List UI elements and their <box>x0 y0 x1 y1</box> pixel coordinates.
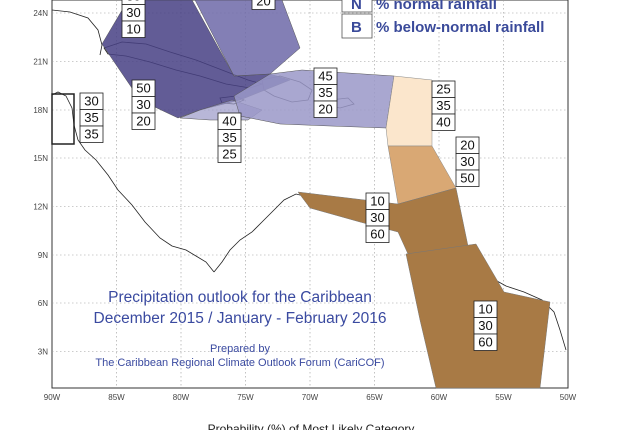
prob-value: 30 <box>370 210 384 225</box>
x-tick-label: 75W <box>237 393 254 402</box>
title-line-2: December 2015 / January - February 2016 <box>94 310 387 327</box>
prob-value: 20 <box>256 0 270 9</box>
x-axis-ticks: 90W 85W 80W 75W 70W 65W 60W 55W 50W <box>44 393 577 402</box>
prob-value: 20 <box>318 102 332 117</box>
prob-value: 20 <box>136 114 150 129</box>
x-tick-label: 50W <box>560 393 577 402</box>
x-tick-label: 65W <box>366 393 383 402</box>
prob-value: 40 <box>222 114 236 129</box>
prob-value: 25 <box>436 82 450 97</box>
y-tick-label: 24N <box>33 9 48 18</box>
region-leeward <box>385 75 433 147</box>
prob-value: 45 <box>318 69 332 84</box>
legend: N % normal rainfall B % below-normal rai… <box>341 0 544 39</box>
y-tick-label: 21N <box>33 58 48 67</box>
prob-value: 30 <box>136 97 150 112</box>
prob-value: 60 <box>478 335 492 350</box>
legend-letter-n: N <box>351 0 362 13</box>
prob-value: 10 <box>126 22 140 37</box>
prob-value: 30 <box>478 318 492 333</box>
prob-value: 10 <box>370 194 384 209</box>
region-belize <box>51 93 75 145</box>
y-tick-label: 3N <box>38 348 48 357</box>
y-tick-label: 18N <box>33 106 48 115</box>
y-axis-ticks: 24N 21N 18N 15N 12N 9N 6N 3N <box>33 9 48 357</box>
prob-value: 35 <box>318 85 332 100</box>
prob-value: 30 <box>84 94 98 109</box>
prob-value: 35 <box>84 110 98 125</box>
prob-value: 35 <box>222 130 236 145</box>
prepared-by: Prepared by <box>210 343 270 355</box>
prob-value: 35 <box>84 127 98 142</box>
prob-value: 25 <box>222 147 236 162</box>
prob-box-bahamas-north: 3030 10 <box>121 0 146 38</box>
y-tick-label: 6N <box>38 299 48 308</box>
title-line-1: Precipitation outlook for the Caribbean <box>108 289 372 306</box>
prob-value: 60 <box>370 227 384 242</box>
probability-boxes: 3030102030353550302045352040352525354020… <box>79 0 498 351</box>
x-tick-label: 55W <box>495 393 512 402</box>
prob-value: 35 <box>436 98 450 113</box>
prob-value: 30 <box>126 0 140 4</box>
prob-value: 10 <box>478 302 492 317</box>
prob-box-bahamas-east: 20 <box>251 0 276 10</box>
x-tick-label: 85W <box>108 393 125 402</box>
x-tick-label: 70W <box>302 393 319 402</box>
region-bahamas-east <box>194 0 301 77</box>
prob-value: 30 <box>126 5 140 20</box>
legend-text-b: % below-normal rainfall <box>376 19 544 36</box>
x-tick-label: 60W <box>431 393 448 402</box>
x-tick-label: 90W <box>44 393 61 402</box>
prob-value: 50 <box>136 81 150 96</box>
y-tick-label: 15N <box>33 154 48 163</box>
prob-value: 30 <box>460 154 474 169</box>
y-tick-label: 12N <box>33 203 48 212</box>
legend-letter-b: B <box>351 19 362 36</box>
prob-value: 50 <box>460 171 474 186</box>
legend-text-n: % normal rainfall <box>376 0 497 13</box>
prob-value: 20 <box>460 138 474 153</box>
organization: The Caribbean Regional Climate Outlook F… <box>95 357 384 369</box>
y-tick-label: 9N <box>38 251 48 260</box>
x-tick-label: 80W <box>173 393 190 402</box>
bottom-label: Probability (%) of Most Likely Category <box>208 422 415 430</box>
prob-value: 40 <box>436 115 450 130</box>
